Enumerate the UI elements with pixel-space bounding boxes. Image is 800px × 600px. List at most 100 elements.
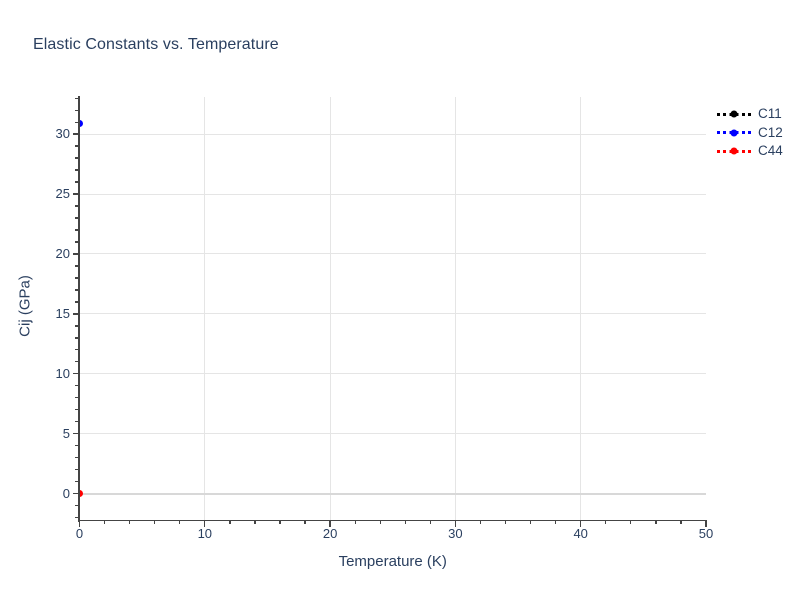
gridline-x-20 xyxy=(329,97,331,520)
x-major-tick xyxy=(454,521,457,527)
x-minor-tick xyxy=(529,521,532,525)
legend-swatch-c11 xyxy=(717,110,751,119)
y-minor-tick xyxy=(75,325,79,327)
gridline-x-40 xyxy=(580,97,582,520)
x-minor-tick xyxy=(429,521,431,525)
y-minor-tick xyxy=(75,504,79,507)
legend-label: C12 xyxy=(758,124,783,140)
gridline-y-0 xyxy=(79,492,706,495)
legend-swatch-c44 xyxy=(717,147,751,156)
y-major-tick xyxy=(73,492,79,495)
y-minor-tick xyxy=(75,469,79,471)
gridline-x-10 xyxy=(204,97,206,520)
x-major-tick xyxy=(580,521,582,527)
gridline-y-25 xyxy=(79,193,706,195)
x-tick-label: 0 xyxy=(75,526,84,541)
y-minor-tick xyxy=(75,289,79,291)
x-minor-tick xyxy=(154,521,156,525)
data-point-c44[interactable] xyxy=(79,490,83,498)
x-minor-tick xyxy=(554,521,557,525)
y-minor-tick xyxy=(75,337,79,339)
x-minor-tick xyxy=(304,521,306,525)
y-minor-tick xyxy=(75,421,79,423)
y-minor-tick xyxy=(75,301,79,303)
legend-label: C11 xyxy=(758,106,782,122)
y-minor-tick xyxy=(75,277,79,279)
x-tick-label: 30 xyxy=(448,526,463,541)
chart-title: Elastic Constants vs. Temperature xyxy=(33,36,279,53)
x-minor-tick xyxy=(680,521,682,525)
gridline-y-15 xyxy=(79,313,706,315)
y-tick-label: 25 xyxy=(55,186,70,202)
x-minor-tick xyxy=(379,521,381,525)
x-minor-tick xyxy=(479,521,482,525)
marker-dot-icon xyxy=(730,147,738,155)
marker-dot-icon xyxy=(730,129,738,137)
x-major-tick xyxy=(705,521,707,527)
gridline-x-30 xyxy=(454,97,456,520)
x-minor-tick xyxy=(229,521,231,525)
x-tick-label: 10 xyxy=(197,526,213,541)
y-major-tick xyxy=(73,133,79,135)
y-tick-label: 5 xyxy=(62,425,70,441)
y-minor-tick xyxy=(75,516,79,519)
y-minor-tick xyxy=(75,157,79,159)
y-minor-tick xyxy=(75,349,79,351)
gridline-y-5 xyxy=(79,433,706,435)
y-minor-tick xyxy=(75,241,79,243)
x-minor-tick xyxy=(504,521,507,525)
x-tick-label: 50 xyxy=(698,526,714,541)
y-minor-tick xyxy=(75,169,79,171)
gridline-y-30 xyxy=(79,133,706,135)
legend-item-c11[interactable]: C11 xyxy=(717,105,783,124)
y-major-tick xyxy=(73,193,79,195)
x-axis-line xyxy=(78,520,708,522)
x-minor-tick xyxy=(605,521,607,525)
y-minor-tick xyxy=(75,97,79,99)
x-minor-tick xyxy=(404,521,406,525)
x-minor-tick xyxy=(630,521,632,525)
y-major-tick xyxy=(73,253,79,255)
y-minor-tick xyxy=(75,397,79,399)
legend-item-c12[interactable]: C12 xyxy=(717,124,783,143)
y-minor-tick xyxy=(75,385,79,387)
y-minor-tick xyxy=(75,205,79,207)
x-minor-tick xyxy=(128,521,131,525)
x-major-tick xyxy=(204,521,206,527)
plot-area xyxy=(79,97,706,520)
marker-dot-icon xyxy=(730,110,738,118)
y-minor-tick xyxy=(75,229,79,231)
x-major-tick xyxy=(78,521,81,527)
gridline-y-20 xyxy=(79,253,706,255)
x-minor-tick xyxy=(254,521,256,525)
y-minor-tick xyxy=(75,409,79,411)
y-minor-tick xyxy=(75,217,79,219)
x-tick-label: 20 xyxy=(322,526,338,541)
y-minor-tick xyxy=(75,361,79,363)
y-minor-tick xyxy=(75,481,79,483)
y-minor-tick xyxy=(75,145,79,147)
y-minor-tick xyxy=(75,121,79,123)
legend: C11 C12 C44 xyxy=(717,105,783,161)
y-tick-label: 30 xyxy=(55,126,70,142)
y-major-tick xyxy=(73,373,79,375)
y-axis-title: Cij (GPa) xyxy=(16,275,34,337)
legend-item-c44[interactable]: C44 xyxy=(717,142,783,161)
y-major-tick xyxy=(73,433,79,435)
y-major-tick xyxy=(73,313,79,315)
y-minor-tick xyxy=(75,109,79,111)
x-tick-label: 40 xyxy=(573,526,588,541)
y-minor-tick xyxy=(75,445,79,447)
y-tick-label: 15 xyxy=(55,305,70,321)
legend-swatch-c12 xyxy=(717,128,751,137)
x-axis-title: Temperature (K) xyxy=(338,553,447,570)
y-tick-label: 20 xyxy=(55,245,70,261)
y-axis-line xyxy=(78,96,80,522)
data-point-c12[interactable] xyxy=(79,119,83,127)
x-minor-tick xyxy=(103,521,106,525)
gridline-y-10 xyxy=(79,373,706,375)
y-minor-tick xyxy=(75,457,79,459)
y-tick-label: 10 xyxy=(55,365,70,381)
x-minor-tick xyxy=(655,521,657,525)
